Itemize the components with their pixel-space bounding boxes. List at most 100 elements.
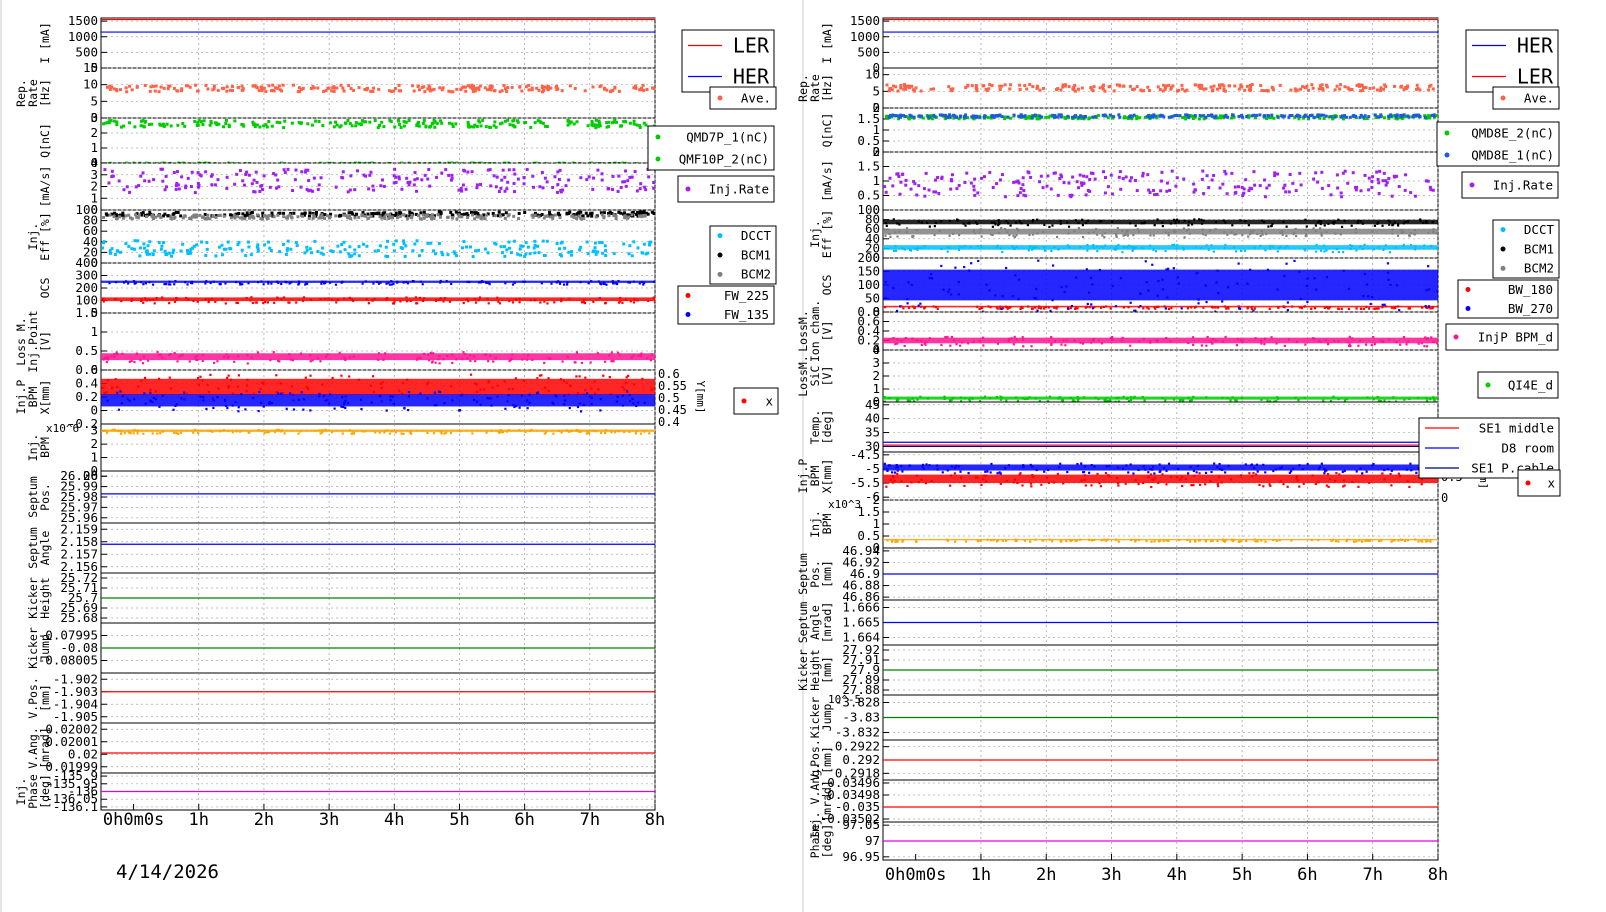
series-point — [218, 430, 221, 433]
series-point — [106, 379, 110, 382]
series-point — [306, 387, 310, 390]
series-point — [142, 246, 146, 250]
series-point — [484, 125, 488, 129]
series-point — [371, 90, 375, 94]
series-point — [1376, 222, 1379, 225]
series-point — [1053, 306, 1057, 309]
series-group — [883, 259, 1438, 312]
series-point — [1036, 114, 1040, 118]
series-point — [1079, 114, 1083, 118]
series-point — [543, 432, 546, 435]
series-point — [165, 122, 169, 126]
series-point — [321, 280, 324, 283]
series-point — [311, 216, 315, 220]
series-point — [382, 125, 386, 129]
series-point — [136, 430, 139, 433]
series-point — [1192, 343, 1195, 346]
series-point — [230, 161, 234, 163]
series-point — [115, 281, 118, 284]
series-point — [1051, 299, 1054, 302]
series-point — [590, 123, 594, 127]
series-point — [558, 281, 561, 284]
series-point — [190, 170, 194, 174]
series-point — [122, 188, 126, 192]
series-point — [209, 119, 213, 123]
y-tick-label: 25.68 — [60, 610, 98, 625]
series-point — [569, 384, 572, 387]
series-point — [135, 215, 139, 219]
series-point — [888, 338, 891, 341]
series-point — [1281, 233, 1284, 236]
series-point — [1223, 305, 1226, 308]
series-point — [282, 126, 286, 130]
series-point — [1305, 225, 1308, 228]
series-point — [1431, 306, 1434, 309]
series-point — [295, 244, 299, 248]
series-point — [1000, 307, 1003, 310]
series-point — [1283, 183, 1287, 187]
series-point — [1067, 85, 1071, 89]
series-point — [1173, 229, 1176, 233]
series-point — [283, 432, 286, 435]
series-point — [482, 388, 486, 391]
series-point — [1273, 174, 1277, 178]
series-group — [883, 218, 1438, 254]
series-point — [1432, 228, 1435, 231]
series-point — [1210, 244, 1213, 247]
y-tick-label: 1.5 — [857, 159, 880, 174]
series-point — [1349, 345, 1352, 348]
y-axis-label: X[mm] — [38, 380, 52, 415]
series-point — [539, 301, 542, 304]
series-point — [492, 360, 495, 363]
series-point — [292, 83, 296, 87]
series-point — [1348, 344, 1351, 347]
series-point — [227, 429, 230, 432]
y-tick-label: 25.99 — [60, 479, 98, 494]
series-point — [290, 216, 294, 220]
series-point — [611, 88, 615, 92]
y-tick-label: 26 — [83, 468, 98, 483]
y-axis-label: Angle — [38, 531, 52, 566]
series-point — [258, 390, 261, 394]
series-point — [1127, 306, 1130, 309]
series-point — [972, 117, 976, 121]
series-point — [906, 116, 910, 120]
series-point — [1294, 234, 1298, 238]
series-point — [1092, 245, 1095, 249]
series-point — [1119, 187, 1123, 191]
series-point — [487, 281, 491, 285]
series-band-trace — [101, 353, 655, 361]
series-point — [239, 430, 242, 433]
series-point — [645, 87, 649, 91]
series-point — [316, 188, 320, 192]
series-point — [1424, 179, 1428, 183]
series-point — [1108, 113, 1112, 117]
series-point — [516, 252, 520, 256]
series-point — [260, 401, 263, 404]
series-point — [1131, 114, 1135, 118]
series-point — [1012, 113, 1016, 117]
series-point — [1327, 115, 1331, 119]
series-point — [419, 392, 422, 395]
series-point — [617, 89, 621, 93]
series-point — [296, 215, 300, 219]
series-point — [124, 214, 128, 218]
series-point — [1325, 230, 1328, 233]
series-point — [1241, 233, 1244, 236]
series-point — [1121, 229, 1124, 233]
series-point — [268, 213, 272, 217]
series-point — [1271, 222, 1274, 225]
series-point — [1211, 342, 1214, 345]
series-point — [1343, 219, 1346, 222]
series-point — [271, 88, 275, 92]
series-point — [447, 173, 451, 177]
series-point — [1428, 114, 1432, 118]
series-point — [1357, 219, 1360, 222]
series-point — [388, 283, 391, 286]
series-point — [440, 171, 444, 175]
series-point — [1350, 244, 1354, 247]
series-point — [320, 282, 323, 285]
series-point — [1320, 186, 1324, 190]
series-point — [1163, 86, 1167, 90]
series-point — [225, 186, 229, 190]
